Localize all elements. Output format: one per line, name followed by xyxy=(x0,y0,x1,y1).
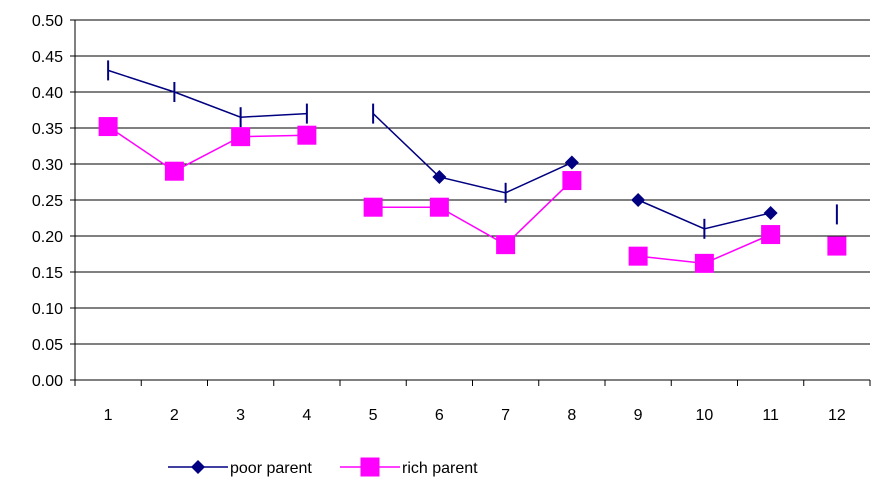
x-tick-label: 6 xyxy=(435,407,444,424)
data-point xyxy=(496,235,516,255)
data-point xyxy=(297,125,317,145)
y-tick-label: 0.25 xyxy=(32,193,63,210)
gridlines xyxy=(75,19,870,345)
legend-item: rich parent xyxy=(340,457,478,477)
x-tick-label: 7 xyxy=(501,407,510,424)
legend-marker xyxy=(191,460,205,474)
data-point xyxy=(694,253,714,273)
data-point xyxy=(631,193,646,207)
x-tick-label: 11 xyxy=(762,407,779,424)
data-point xyxy=(761,225,781,245)
legend-item: poor parent xyxy=(168,460,312,477)
data-point xyxy=(763,205,778,220)
x-tick-label: 8 xyxy=(567,407,576,424)
data-point xyxy=(231,127,251,147)
y-tick-label: 0.30 xyxy=(32,157,63,174)
series-line xyxy=(373,180,573,246)
legend-label: rich parent xyxy=(402,460,478,477)
data-point xyxy=(827,236,847,256)
data-point xyxy=(628,246,648,266)
data-point xyxy=(564,155,579,170)
series-line xyxy=(107,69,307,118)
legend: poor parent rich parent xyxy=(168,457,478,477)
data-point xyxy=(164,161,184,181)
data-point xyxy=(98,117,118,137)
y-tick-label: 0.05 xyxy=(32,337,63,354)
axes xyxy=(70,19,871,386)
y-tick-label: 0.00 xyxy=(32,373,63,390)
x-tick-label: 9 xyxy=(634,407,643,424)
legend-marker xyxy=(360,457,380,477)
series-poor-parent xyxy=(107,60,838,239)
x-tick-label: 12 xyxy=(828,407,846,424)
y-tick-label: 0.15 xyxy=(32,265,63,282)
x-tick-label: 3 xyxy=(236,407,245,424)
y-tick-label: 0.45 xyxy=(32,49,63,66)
y-tick-label: 0.40 xyxy=(32,85,63,102)
data-point xyxy=(432,169,447,184)
x-axis-tick-labels: 1 2 3 4 5 6 7 8 9 10 11 12 xyxy=(104,407,846,424)
y-tick-label: 0.50 xyxy=(32,13,63,30)
legend-label: poor parent xyxy=(230,460,312,477)
x-tick-label: 5 xyxy=(369,407,378,424)
series-line xyxy=(372,113,573,194)
x-tick-label: 4 xyxy=(302,407,311,424)
data-point xyxy=(363,197,383,217)
series-line xyxy=(107,125,307,173)
series-rich-parent xyxy=(98,117,847,273)
y-tick-label: 0.10 xyxy=(32,301,63,318)
x-tick-label: 10 xyxy=(695,407,713,424)
y-axis-tick-labels: 0.00 0.05 0.10 0.15 0.20 0.25 0.30 0.35 0.40 0.45… xyxy=(32,13,63,390)
data-point xyxy=(429,197,449,217)
y-tick-label: 0.20 xyxy=(32,229,63,246)
data-point xyxy=(562,171,582,191)
x-tick-label: 2 xyxy=(170,407,179,424)
series-layer xyxy=(98,60,847,273)
x-tick-label: 1 xyxy=(104,407,113,424)
y-tick-label: 0.35 xyxy=(32,121,63,138)
